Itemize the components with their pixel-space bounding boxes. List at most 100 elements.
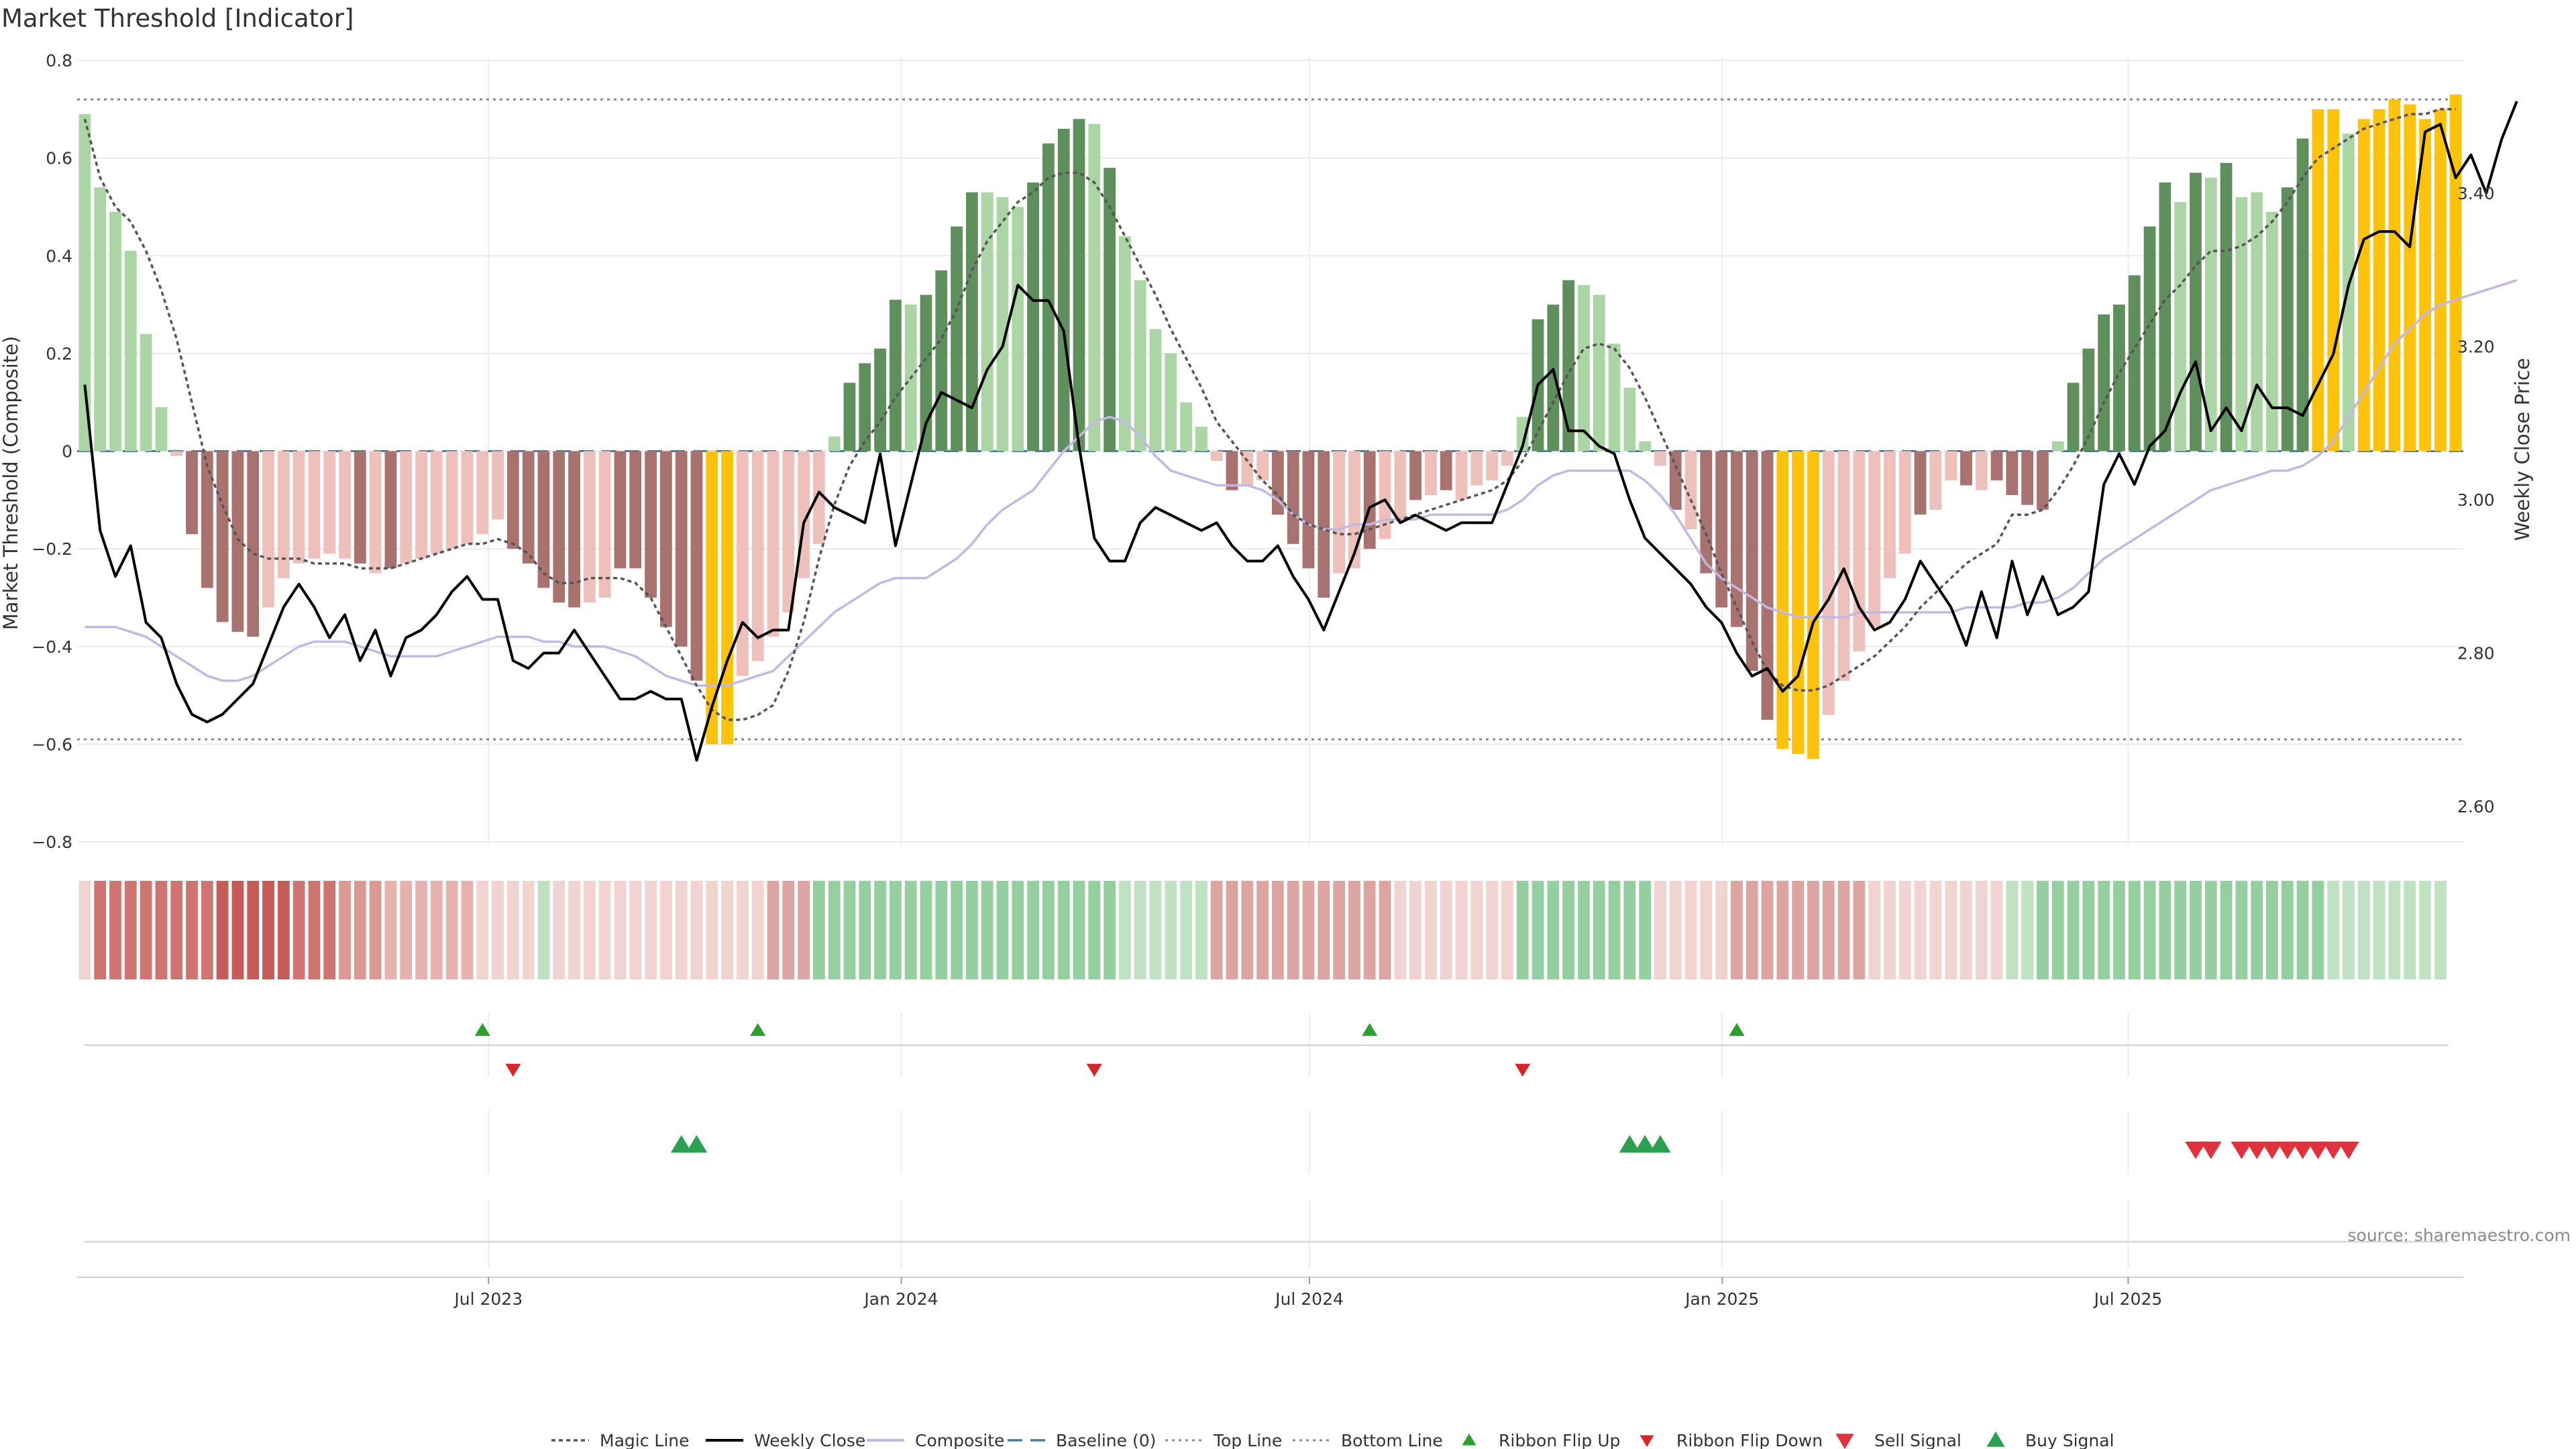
ribbon-segment [323, 881, 336, 979]
histogram-bar [1501, 451, 1513, 466]
ribbon-segment [1318, 881, 1330, 979]
histogram-bar [2006, 451, 2019, 496]
ribbon-segment [981, 881, 994, 979]
histogram-bar [1990, 451, 2003, 481]
ribbon-segment [904, 881, 917, 979]
signal-panel [77, 1013, 2463, 1278]
ribbon-segment [1776, 881, 1789, 979]
histogram-bar [1654, 451, 1666, 466]
ribbon-segment [262, 881, 274, 979]
histogram-bar [94, 187, 107, 451]
histogram-bar [1853, 451, 1866, 652]
histogram-bar [1470, 451, 1483, 486]
ribbon-segment [1975, 881, 1988, 979]
histogram-bar [2296, 138, 2309, 451]
histogram-bar [843, 382, 856, 451]
x-tick-label: Jul 2023 [453, 1289, 523, 1309]
sell-signal-marker [2200, 1141, 2222, 1159]
legend-label: Composite [915, 1431, 1004, 1449]
legend-swatch-buy-signal [1986, 1432, 2005, 1447]
ribbon-segment [247, 881, 260, 979]
histogram-bar [1165, 353, 1177, 451]
histogram-bar [2235, 197, 2248, 451]
ribbon-segment [140, 881, 152, 979]
ribbon-segment [2327, 881, 2340, 979]
ribbon-segment [1226, 881, 1238, 979]
histogram-bar [262, 451, 274, 608]
ribbon-segment [2357, 881, 2370, 979]
buy-signal-marker [1650, 1135, 1671, 1153]
legend-label: Baseline (0) [1056, 1431, 1156, 1449]
ribbon-segment [1501, 881, 1513, 979]
ribbon-segment [2281, 881, 2294, 979]
ribbon-segment [2434, 881, 2447, 979]
legend-item-bottom: Bottom Line [1293, 1431, 1443, 1449]
ribbon-segment [1409, 881, 1422, 979]
ribbon-segment [2404, 881, 2416, 979]
histogram-bar [1057, 128, 1070, 451]
ribbon-segment [78, 881, 91, 979]
legend-label: Weekly Close [754, 1431, 865, 1449]
histogram-bar [1210, 451, 1223, 462]
ribbon-flip-up-marker [1362, 1023, 1378, 1036]
ribbon-segment [767, 881, 780, 979]
histogram-bar [812, 451, 825, 544]
buy-signal-marker [1634, 1135, 1656, 1153]
legend-item-magic: Magic Line [551, 1431, 690, 1449]
legend-item-baseline: Baseline (0) [1008, 1431, 1156, 1449]
histogram-bar [1929, 451, 1942, 510]
right-tick-label: 3.20 [2457, 337, 2495, 357]
ribbon-segment [1639, 881, 1652, 979]
sell-signal-marker [2322, 1141, 2344, 1159]
ribbon-segment [94, 881, 107, 979]
sell-signal-marker [2292, 1141, 2314, 1159]
ribbon-segment [965, 881, 978, 979]
x-tick-label: Jan 2024 [863, 1289, 938, 1309]
ribbon-segment [1348, 881, 1360, 979]
ribbon-segment [1363, 881, 1376, 979]
legend-swatch-sell-signal [1835, 1434, 1854, 1449]
histogram-bar [384, 451, 397, 569]
histogram-bar [782, 451, 795, 612]
histogram-bar [2312, 109, 2324, 451]
histogram-bar [1945, 451, 1957, 481]
histogram-bar [1868, 451, 1881, 627]
magic-line-series [83, 108, 2456, 721]
ribbon-segment [706, 881, 718, 979]
left-tick-label: 0.2 [46, 344, 72, 364]
legend-label: Ribbon Flip Up [1499, 1431, 1620, 1449]
histogram-bar [1379, 451, 1391, 539]
histogram-bar [354, 451, 366, 564]
ribbon-segment [1914, 881, 1927, 979]
ribbon-segment [659, 881, 672, 979]
histogram-bar [231, 451, 244, 632]
ribbon-segment [1945, 881, 1957, 979]
histogram-bar [1547, 305, 1560, 451]
histogram-bar [445, 451, 458, 549]
histogram-bar [1822, 451, 1835, 715]
ribbon-segment [1302, 881, 1315, 979]
ribbon-segment [124, 881, 137, 979]
histogram-bar [2373, 109, 2385, 451]
histogram-bar [874, 348, 886, 451]
ribbon-segment [721, 881, 733, 979]
right-tick-label: 2.60 [2457, 797, 2495, 816]
histogram-bar [506, 451, 519, 549]
histogram-bar [996, 197, 1009, 451]
ribbon-segment [231, 881, 244, 979]
histogram-bar [1042, 143, 1055, 451]
histogram-bar [981, 192, 994, 451]
histogram-bar [1241, 451, 1254, 486]
histogram-bar [2128, 275, 2141, 451]
ribbon-segment [1532, 881, 1544, 979]
legend-item-flipdown: Ribbon Flip Down [1640, 1431, 1823, 1449]
left-tick-label: 0.6 [46, 149, 72, 168]
histogram-bar [1975, 451, 1988, 490]
ribbon-flip-up-marker [474, 1023, 490, 1036]
ribbon-segment [1425, 881, 1437, 979]
histogram-bar [2113, 305, 2125, 451]
histogram-bar [492, 451, 504, 520]
histogram-bar [400, 451, 413, 564]
histogram-bar [2021, 451, 2034, 505]
histogram-bar [675, 451, 688, 647]
